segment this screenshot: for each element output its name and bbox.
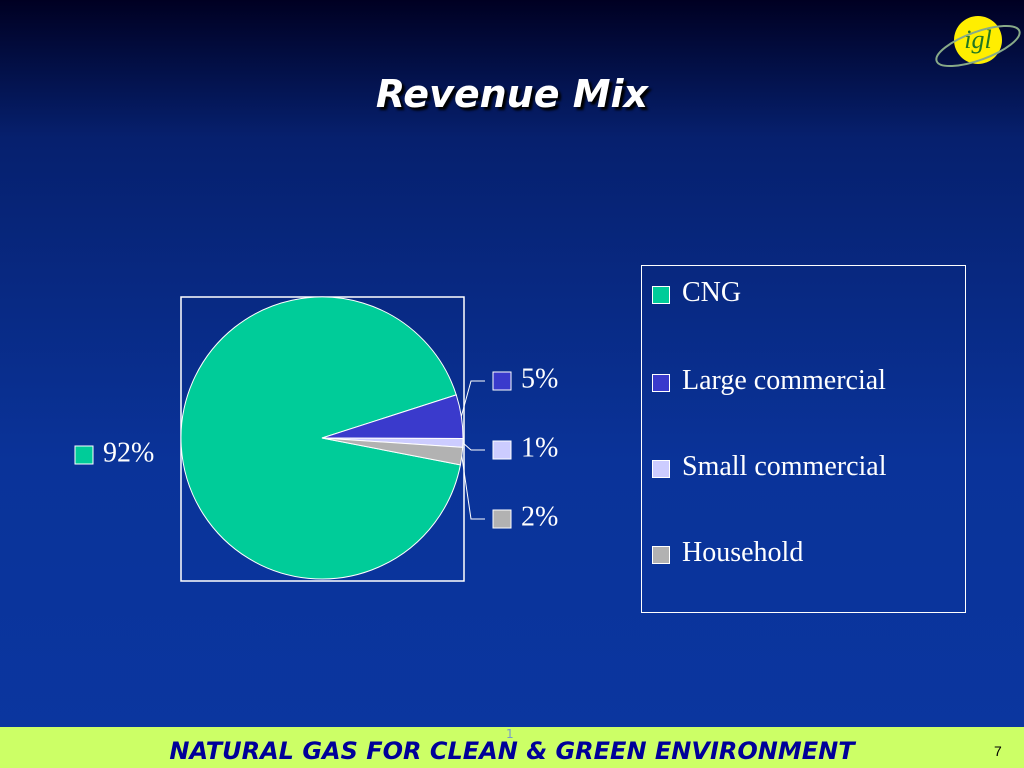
legend-label: CNG — [682, 277, 742, 308]
logo-ring — [935, 25, 1021, 67]
label-swatch — [492, 371, 512, 391]
legend: CNG Large commercial Small commercial House… — [641, 265, 966, 613]
legend-entry: Household — [652, 537, 962, 568]
footer: NATURAL GAS FOR CLEAN & GREEN ENVIRONMEN… — [0, 727, 1024, 768]
label-swatch — [492, 509, 512, 529]
legend-entry: Small commercial — [652, 451, 962, 482]
legend-label: Small commercial — [682, 451, 887, 482]
legend-entry: Large commercial — [652, 365, 962, 396]
legend-swatch — [652, 286, 670, 304]
leader-line — [460, 380, 485, 417]
data-label: 92% — [103, 437, 154, 468]
legend-swatch — [652, 460, 670, 478]
legend-swatch — [652, 546, 670, 564]
leader-line — [461, 456, 485, 520]
slide-title: Revenue Mix — [375, 72, 649, 116]
logo: igl — [935, 16, 1021, 67]
label-swatch — [492, 440, 512, 460]
data-label: 5% — [521, 363, 558, 394]
legend-entry: CNG — [652, 277, 962, 308]
legend-label: Large commercial — [682, 365, 886, 396]
leader-line — [462, 442, 485, 451]
data-label: 2% — [521, 501, 558, 532]
pie-slice — [180, 296, 461, 580]
data-label: 1% — [521, 432, 558, 463]
page-number: 7 — [994, 743, 1002, 759]
legend-swatch — [652, 374, 670, 392]
footer-text: NATURAL GAS FOR CLEAN & GREEN ENVIRONMEN… — [169, 737, 855, 765]
logo-text: igl — [964, 25, 991, 54]
footer-marker: 1 — [506, 727, 514, 741]
label-swatch — [74, 445, 94, 465]
legend-label: Household — [682, 537, 804, 568]
chart: igl 92% 5% 1% 2% — [74, 16, 1021, 580]
